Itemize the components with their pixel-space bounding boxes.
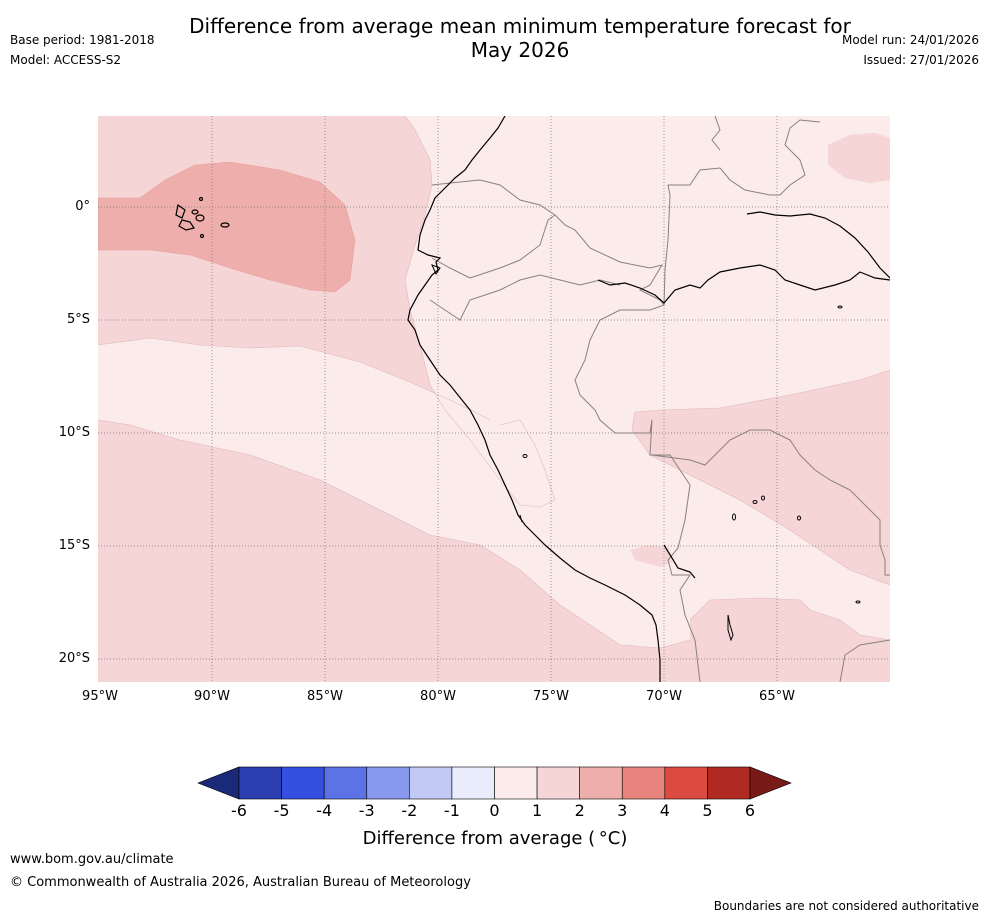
colorbar-tick-label: 6 [744, 801, 756, 820]
model-name: Model: ACCESS-S2 [10, 53, 122, 67]
colorbar-segment [664, 766, 708, 800]
map-area [98, 116, 890, 682]
contour-lines [98, 116, 890, 649]
lon-label-65w: 65°W [759, 689, 795, 704]
colorbar-segment [238, 766, 282, 800]
lat-label-10s: 10°S [58, 425, 90, 440]
colorbar [197, 766, 792, 800]
footer-copyright: © Commonwealth of Australia 2026, Austra… [10, 875, 471, 890]
colorbar-segment [621, 766, 666, 800]
model-run: Model run: 24/01/2026 [841, 33, 979, 47]
title-line-2: May 2026 [470, 38, 570, 62]
colorbar-segment [707, 766, 751, 800]
colorbar-segment [409, 766, 453, 800]
footer-url[interactable]: www.bom.gov.au/climate [10, 852, 174, 867]
colorbar-segment [451, 766, 495, 800]
coastline [407, 116, 890, 682]
colorbar-segment [366, 766, 410, 800]
colorbar-tick-label: -6 [231, 801, 247, 820]
colorbar-tick-label: -3 [358, 801, 375, 820]
colorbar-label: Difference from average ( °C) [362, 828, 628, 849]
lon-label-90w: 90°W [194, 689, 230, 704]
colorbar-segment [536, 766, 580, 800]
lon-label-70w: 70°W [646, 689, 682, 704]
lat-label-20s: 20°S [58, 651, 90, 666]
colorbar-tick-label: -4 [316, 801, 333, 820]
colorbar-tick-label: 0 [489, 801, 500, 820]
lakes [431, 264, 861, 642]
galapagos-islands [175, 196, 230, 239]
colorbar-extend-high [749, 766, 792, 800]
meta-right: Model run: 24/01/2026 Issued: 27/01/2026 [842, 30, 979, 70]
colorbar-tick-label: -5 [273, 801, 290, 820]
country-borders [429, 116, 890, 682]
colorbar-tick-label: -2 [401, 801, 418, 820]
colorbar-segment [323, 766, 368, 800]
map-title: Difference from average mean minimum tem… [160, 14, 880, 62]
lon-label-75w: 75°W [533, 689, 569, 704]
colorbar-tick-label: -1 [443, 801, 460, 820]
colorbar-tick-label: 3 [617, 801, 628, 820]
lon-label-95w: 95°W [82, 689, 118, 704]
lon-label-80w: 80°W [420, 689, 456, 704]
colorbar-tick-label: 1 [531, 801, 543, 820]
lat-label-5s: 5°S [66, 312, 90, 327]
footer-note: Boundaries are not considered authoritat… [713, 899, 979, 913]
colorbar-segment [281, 766, 325, 800]
anomaly-region-1to2-south-patch [630, 545, 672, 567]
lat-label-15s: 15°S [58, 538, 90, 553]
colorbar-segment [494, 766, 538, 800]
anomaly-region-1to2-east-top [828, 133, 890, 183]
graticule [98, 116, 890, 682]
colorbar-tick-label: 5 [702, 801, 713, 820]
colorbar-extend-low [197, 766, 240, 800]
issued-date: Issued: 27/01/2026 [863, 53, 979, 67]
colorbar-tick-label: 2 [574, 801, 585, 820]
title-line-1: Difference from average mean minimum tem… [189, 14, 851, 38]
meta-left: Base period: 1981-2018 Model: ACCESS-S2 [10, 30, 155, 70]
base-period: Base period: 1981-2018 [10, 33, 155, 47]
lat-label-0: 0° [75, 199, 90, 214]
colorbar-segment [579, 766, 623, 800]
lon-label-85w: 85°W [307, 689, 343, 704]
anomaly-region-0to1 [98, 116, 890, 648]
colorbar-tick-label: 4 [659, 801, 670, 820]
